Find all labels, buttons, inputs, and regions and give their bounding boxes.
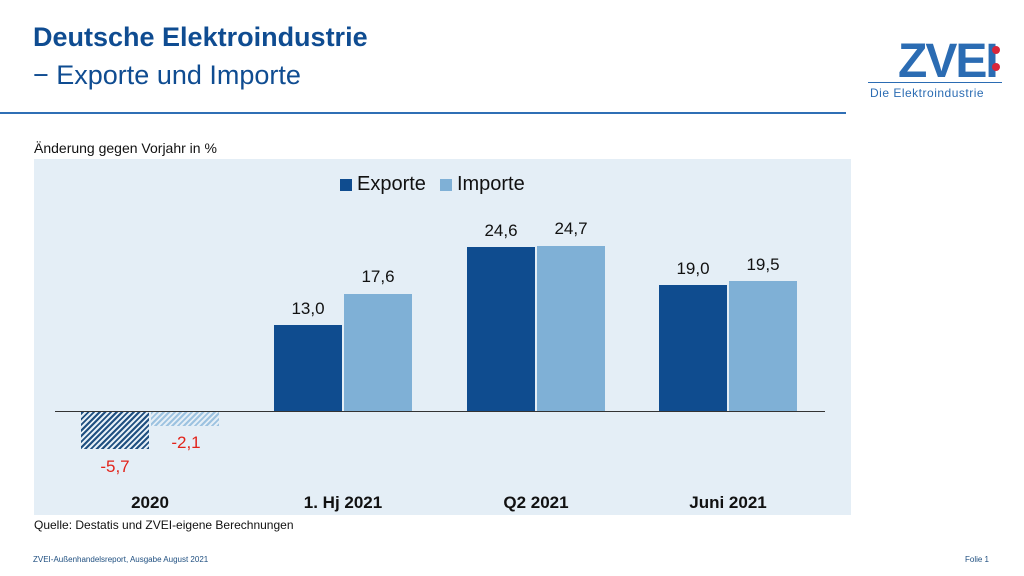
value-label: 19,5 <box>746 255 780 274</box>
category-label-q2-2021: Q2 2021 <box>503 493 569 512</box>
bar-exports-jun-2021 <box>659 285 727 411</box>
zero-axis <box>55 411 825 412</box>
category-label-h1-2021: 1. Hj 2021 <box>303 493 383 512</box>
legend-swatch-imports <box>439 178 452 191</box>
category-label-2020: 2020 <box>131 493 169 512</box>
slide-number: Folie 1 <box>964 555 989 564</box>
bar-exports-2020 <box>81 412 149 449</box>
legend-item-imports: Importe <box>439 173 525 196</box>
value-label: 24,6 <box>484 221 518 240</box>
chart-subtitle: Änderung gegen Vorjahr in % <box>34 140 217 156</box>
zvei-logo: ZVEI Die Elektroindustrie <box>868 32 1008 102</box>
logo-tagline: Die Elektroindustrie <box>870 86 985 100</box>
bar-imports-h1-2021 <box>344 294 412 411</box>
legend-label-imports: Importe <box>456 173 525 195</box>
value-label: -2,1 <box>171 433 201 452</box>
chart-legend: Exporte Importe <box>340 173 539 196</box>
bar-imports-q2-2021 <box>537 246 605 411</box>
bar-imports-jun-2021 <box>729 281 797 411</box>
logo-colon-icon <box>992 46 1000 80</box>
bar-imports-2020 <box>151 412 219 426</box>
value-label: 19,0 <box>676 259 710 278</box>
category-label-jun-2021: Juni 2021 <box>689 493 767 512</box>
logo-wordmark: ZVEI <box>898 35 999 88</box>
value-label: 13,0 <box>291 299 325 318</box>
chart-plot-area: Exporte Importe -5,7 -2,1 13,0 17,6 24,6… <box>34 159 851 515</box>
header-divider <box>0 112 846 114</box>
value-label: 24,7 <box>554 219 588 238</box>
legend-label-exports: Exporte <box>357 173 426 195</box>
logo-divider <box>868 82 1002 83</box>
source-note: Quelle: Destatis und ZVEI-eigene Berechn… <box>34 518 294 532</box>
page-title: Deutsche Elektroindustrie <box>33 22 368 52</box>
footer-text: ZVEI-Außenhandelsreport, Ausgabe August … <box>33 555 209 564</box>
legend-swatch-exports <box>340 178 352 191</box>
bar-exports-q2-2021 <box>467 247 535 411</box>
bar-exports-h1-2021 <box>274 325 342 411</box>
page-subtitle: − Exporte und Importe <box>33 60 301 90</box>
legend-item-exports: Exporte <box>340 173 426 196</box>
value-label: 17,6 <box>361 267 395 286</box>
value-label: -5,7 <box>100 457 130 476</box>
